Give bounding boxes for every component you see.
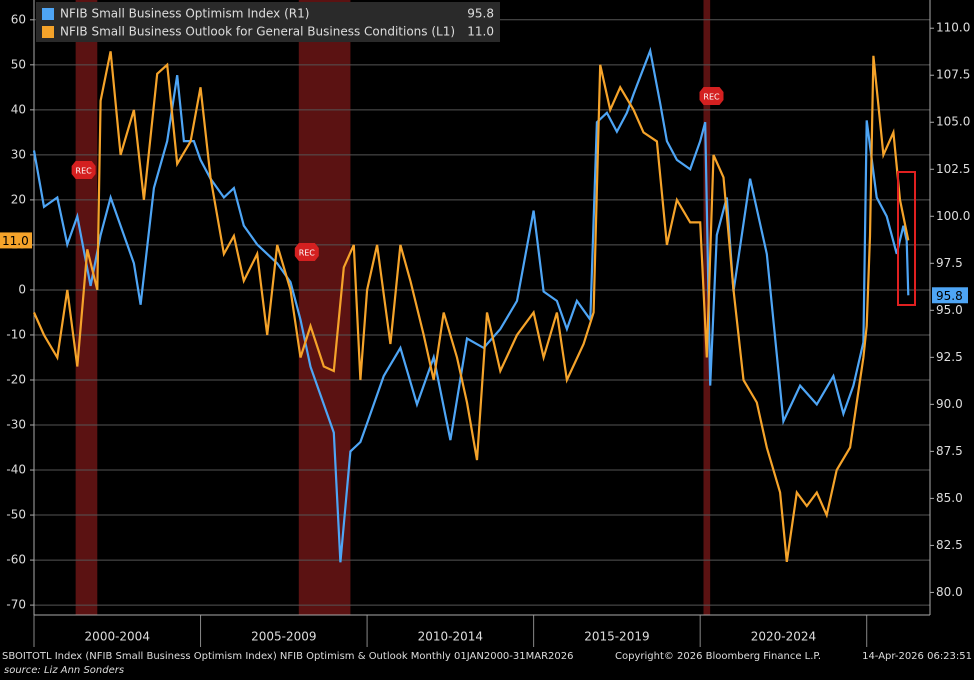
recession-marker — [294, 243, 319, 261]
footer-text: SBOITOTL Index (NFIB Small Business Opti… — [2, 651, 574, 662]
legend-label: NFIB Small Business Outlook for General … — [60, 25, 455, 39]
y2-tick-label: 90.0 — [936, 397, 963, 411]
y-tick-label: -30 — [6, 418, 26, 432]
legend-swatch — [42, 8, 54, 20]
y-tick-label: 20 — [11, 192, 26, 206]
recession-band — [703, 0, 711, 615]
last-value-tag — [932, 287, 968, 304]
x-tick-label: 2010-2014 — [418, 630, 483, 644]
legend-value: 95.8 — [467, 7, 494, 21]
recession-marker — [699, 87, 724, 105]
y-tick-label: 0 — [18, 282, 26, 296]
legend-label: NFIB Small Business Optimism Index (R1) — [60, 7, 309, 21]
y-tick-label: 60 — [11, 12, 26, 26]
y-tick-label: -10 — [6, 327, 26, 341]
series-line — [32, 51, 910, 563]
highlight-box — [897, 171, 916, 306]
legend-box — [36, 2, 500, 42]
y-tick-label: 40 — [11, 102, 26, 116]
recession-band — [75, 0, 98, 615]
y-tick-label: 30 — [11, 147, 26, 161]
y2-tick-label: 110.0 — [936, 21, 970, 35]
source: source: Liz Ann Sonders — [4, 665, 124, 676]
y2-tick-label: 107.5 — [936, 68, 970, 82]
legend-swatch — [42, 26, 54, 38]
x-tick-label: 2000-2004 — [85, 630, 150, 644]
y2-tick-label: 82.5 — [936, 538, 963, 552]
last-value-tag — [0, 232, 32, 249]
y2-tick-label: 95.0 — [936, 303, 963, 317]
x-tick-label: 2005-2009 — [251, 630, 316, 644]
y2-tick-label: 92.5 — [936, 350, 963, 364]
y-tick-label: 50 — [11, 57, 26, 71]
last-value-label: 95.8 — [936, 289, 963, 303]
recession-band — [298, 0, 351, 615]
recession-label: REC — [299, 249, 316, 258]
recession-label: REC — [76, 167, 93, 176]
y2-tick-label: 97.5 — [936, 256, 963, 270]
y-tick-label: -60 — [6, 553, 26, 567]
y2-tick-label: 102.5 — [936, 162, 970, 176]
y2-tick-label: 105.0 — [936, 115, 970, 129]
y-tick-label: -20 — [6, 372, 26, 386]
y-tick-label: -40 — [6, 463, 26, 477]
y2-tick-label: 87.5 — [936, 444, 963, 458]
recession-label: REC — [703, 93, 720, 102]
legend-value: 11.0 — [467, 25, 494, 39]
copyright: Copyright© 2026 Bloomberg Finance L.P. — [615, 651, 821, 662]
recession-marker — [71, 161, 96, 179]
y2-tick-label: 85.0 — [936, 491, 963, 505]
y-tick-label: -70 — [6, 598, 26, 612]
timestamp: 14-Apr-2026 06:23:51 — [862, 651, 972, 662]
y2-tick-label: 100.0 — [936, 209, 970, 223]
x-tick-label: 2020-2024 — [751, 630, 816, 644]
y2-tick-label: 80.0 — [936, 585, 963, 599]
y-tick-label: -50 — [6, 508, 26, 522]
x-tick-label: 2015-2019 — [584, 630, 649, 644]
last-value-label: 11.0 — [2, 234, 29, 248]
